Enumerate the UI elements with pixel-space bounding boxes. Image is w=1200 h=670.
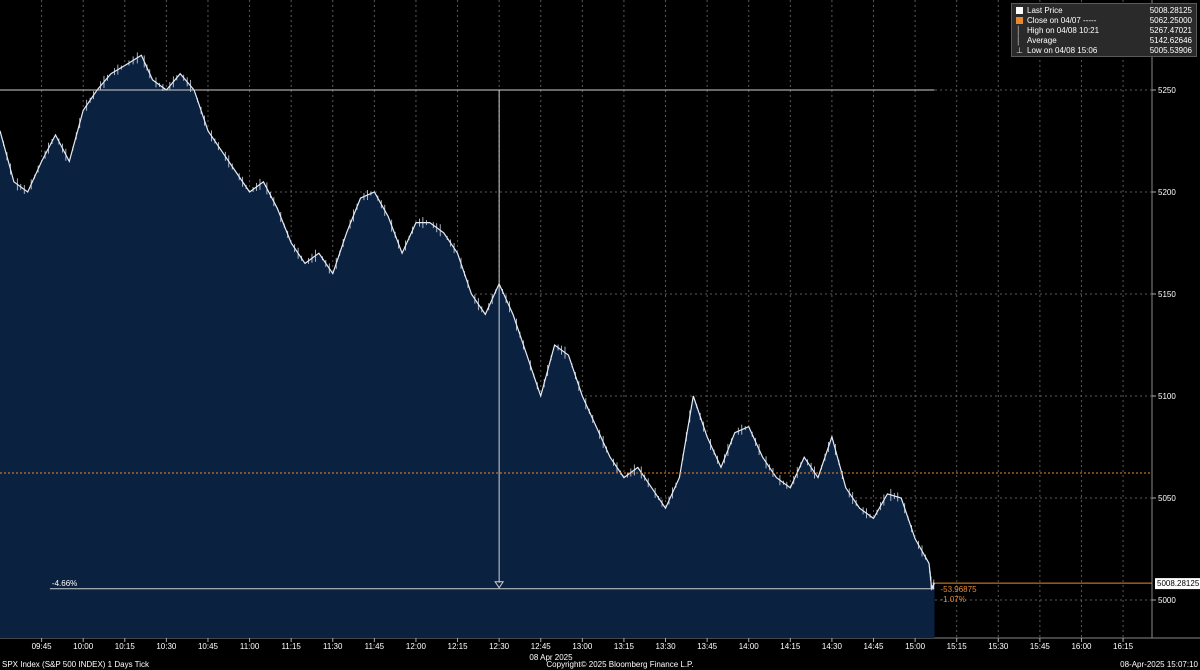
x-tick-label: 09:45 xyxy=(32,642,53,651)
legend-square-orange-icon xyxy=(1016,17,1023,24)
legend-item-high: │ High on 04/08 10:21 5267.47021 xyxy=(1016,26,1192,36)
x-tick-label: 10:30 xyxy=(156,642,177,651)
x-tick-label: 11:00 xyxy=(240,642,260,651)
x-tick-label: 12:00 xyxy=(406,642,427,651)
footer-security-title: SPX Index (S&P 500 INDEX) 1 Days Tick xyxy=(2,660,150,669)
change-percent-label: -1.07% xyxy=(941,595,966,604)
x-tick-label: 12:15 xyxy=(448,642,469,651)
legend-label: High on 04/08 10:21 xyxy=(1027,26,1100,35)
legend-label: Close on 04/07 ----- xyxy=(1027,16,1097,25)
x-tick-label: 13:45 xyxy=(697,642,718,651)
legend-item-previous-close: Close on 04/07 ----- 5062.25000 xyxy=(1016,16,1192,26)
price-area-fill xyxy=(0,55,935,639)
x-axis-ticks: 09:45 10:00 10:15 10:30 10:45 11:00 11:15 11:30… xyxy=(32,638,1134,651)
y-tick-label: 5250 xyxy=(1158,86,1176,95)
change-points-label: -53.96875 xyxy=(941,585,978,594)
x-tick-label: 16:15 xyxy=(1113,642,1134,651)
last-price-tag: 5008.28125 xyxy=(1155,578,1200,590)
x-tick-label: 14:15 xyxy=(780,642,801,651)
drawdown-arrow-head xyxy=(494,581,505,589)
y-tick-label: 5150 xyxy=(1158,290,1176,299)
average-marker-icon: │ xyxy=(1016,36,1021,45)
x-tick-label: 15:15 xyxy=(947,642,968,651)
footer-date-label: 08 Apr 2025 xyxy=(529,653,573,662)
x-tick-label: 11:15 xyxy=(281,642,301,651)
x-tick-label: 13:00 xyxy=(572,642,593,651)
legend-value: 5005.53906 xyxy=(1149,46,1192,55)
x-tick-label: 13:15 xyxy=(614,642,635,651)
x-tick-label: 11:45 xyxy=(365,642,385,651)
legend-square-white-icon xyxy=(1016,7,1023,14)
x-tick-label: 15:00 xyxy=(905,642,926,651)
last-price-tag-box xyxy=(1155,578,1200,590)
footer-timestamp: 08-Apr-2025 15:07:10 xyxy=(1120,660,1198,669)
x-tick-label: 14:30 xyxy=(822,642,843,651)
x-tick-label: 10:00 xyxy=(73,642,94,651)
x-tick-label: 14:45 xyxy=(863,642,884,651)
legend-value: 5062.25000 xyxy=(1149,16,1192,25)
x-tick-label: 10:45 xyxy=(198,642,219,651)
high-marker-icon: │ xyxy=(1016,26,1021,35)
legend-label: Last Price xyxy=(1027,6,1063,15)
last-price-tag-label: 5008.28125 xyxy=(1157,579,1200,588)
x-tick-label: 10:15 xyxy=(115,642,136,651)
legend-item-last-price: Last Price 5008.28125 xyxy=(1016,6,1192,16)
x-tick-label: 15:30 xyxy=(988,642,1009,651)
x-tick-label: 13:30 xyxy=(656,642,677,651)
drawdown-percent-label: -4.66% xyxy=(52,579,77,588)
x-tick-label: 16:00 xyxy=(1071,642,1092,651)
y-tick-label: 5000 xyxy=(1158,596,1176,605)
y-tick-label: 5050 xyxy=(1158,494,1176,503)
low-marker-icon: ⊥ xyxy=(1016,46,1023,55)
chart-legend: Last Price 5008.28125 Close on 04/07 ---… xyxy=(1011,3,1197,57)
legend-label: Average xyxy=(1027,36,1057,45)
legend-item-average: │ Average 5142.62646 xyxy=(1016,36,1192,46)
price-series-line xyxy=(0,54,936,591)
x-tick-label: 15:45 xyxy=(1030,642,1051,651)
x-tick-label: 11:30 xyxy=(323,642,343,651)
x-tick-label: 12:30 xyxy=(489,642,510,651)
legend-value: 5142.62646 xyxy=(1149,36,1192,45)
y-tick-label: 5100 xyxy=(1158,392,1176,401)
y-tick-label: 5200 xyxy=(1158,188,1176,197)
legend-label: Low on 04/08 15:06 xyxy=(1027,46,1098,55)
legend-item-low: ⊥ Low on 04/08 15:06 5005.53906 xyxy=(1016,46,1192,56)
x-tick-label: 12:45 xyxy=(531,642,552,651)
y-axis-ticks: 5000 5050 5100 5150 5200 5250 xyxy=(1152,86,1176,605)
footer-copyright: Copyright© 2025 Bloomberg Finance L.P. xyxy=(546,660,693,669)
legend-value: 5008.28125 xyxy=(1149,6,1192,15)
legend-value: 5267.47021 xyxy=(1149,26,1192,35)
x-tick-label: 14:00 xyxy=(739,642,760,651)
